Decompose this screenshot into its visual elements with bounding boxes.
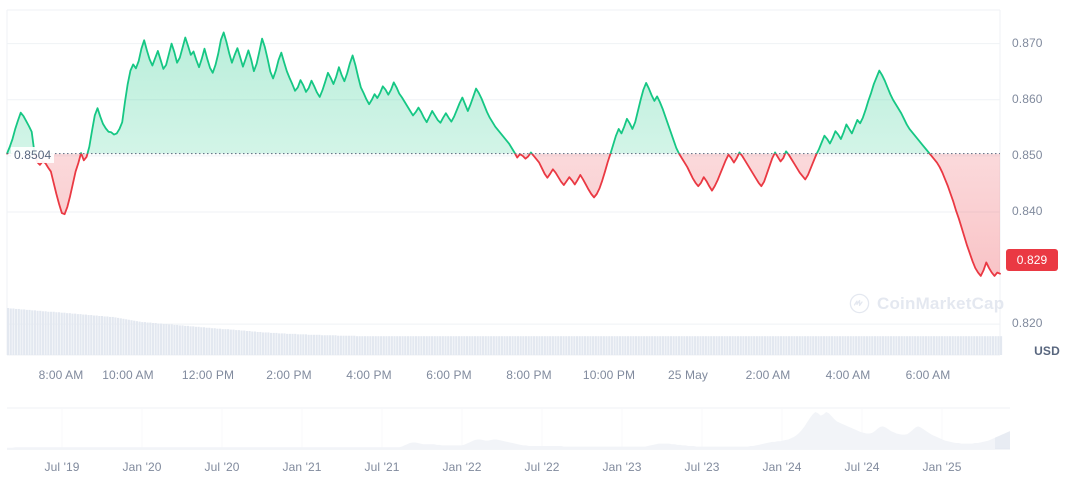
navigator-x-tick-label: Jul '24 [844,460,880,474]
x-axis-tick-label: 6:00 AM [905,368,951,382]
navigator-x-tick-label: Jul '20 [204,460,240,474]
x-axis-tick-label: 25 May [668,368,708,382]
x-axis-tick-label: 8:00 PM [506,368,552,382]
x-axis-tick-label: 12:00 PM [181,368,235,382]
x-axis-tick-label: 4:00 PM [346,368,392,382]
navigator-area-series [7,412,1010,449]
navigator-x-tick-label: Jan '24 [762,460,802,474]
navigator-x-tick-label: Jan '20 [122,460,162,474]
x-axis-tick-label: 8:00 AM [38,368,84,382]
y-axis-tick-label: 0.850 [1012,147,1043,162]
y-gridlines [7,43,1000,325]
main-chart-canvas [6,9,1003,356]
y-axis-tick-label: 0.820 [1012,316,1043,331]
navigator-x-tick-label: Jul '23 [684,460,720,474]
range-navigator[interactable]: Jul '19 Jan '20 Jul '20 Jan '21 Jul '21 Jan '… [0,400,1072,477]
x-axis-tick-label: 2:00 PM [266,368,312,382]
navigator-canvas [7,407,1010,450]
open-price-label: 0.8504 [11,147,55,163]
navigator-x-tick-label: Jul '21 [364,460,400,474]
y-axis-tick-label: 0.860 [1012,91,1043,106]
price-line-up [6,31,931,154]
x-axis-tick-label: 10:00 AM [102,368,154,382]
navigator-unselected-mask [7,409,995,449]
x-axis-tick-label: 2:00 AM [745,368,791,382]
x-axis-tick-label: 10:00 PM [582,368,636,382]
volume-bars [7,308,1003,355]
navigator-x-tick-label: Jan '22 [442,460,482,474]
navigator-x-tick-label: Jan '23 [602,460,642,474]
navigator-x-tick-label: Jul '22 [524,460,560,474]
last-price-badge: 0.829 [1006,249,1058,271]
price-area-up [7,32,1000,154]
navigator-gridlines [61,409,943,449]
navigator-x-tick-label: Jan '25 [922,460,962,474]
x-axis-tick-label: 6:00 PM [426,368,472,382]
y-axis-tick-label: 0.840 [1012,203,1043,218]
navigator-x-tick-label: Jan '21 [282,460,322,474]
main-price-chart[interactable]: 0.820 0.840 0.850 0.860 0.870 8:00 AM 10:00 A… [0,0,1072,392]
currency-label: USD [1034,344,1060,358]
navigator-x-tick-label: Jul '19 [44,460,80,474]
y-axis-tick-label: 0.870 [1012,35,1043,50]
x-axis-tick-label: 4:00 AM [825,368,871,382]
